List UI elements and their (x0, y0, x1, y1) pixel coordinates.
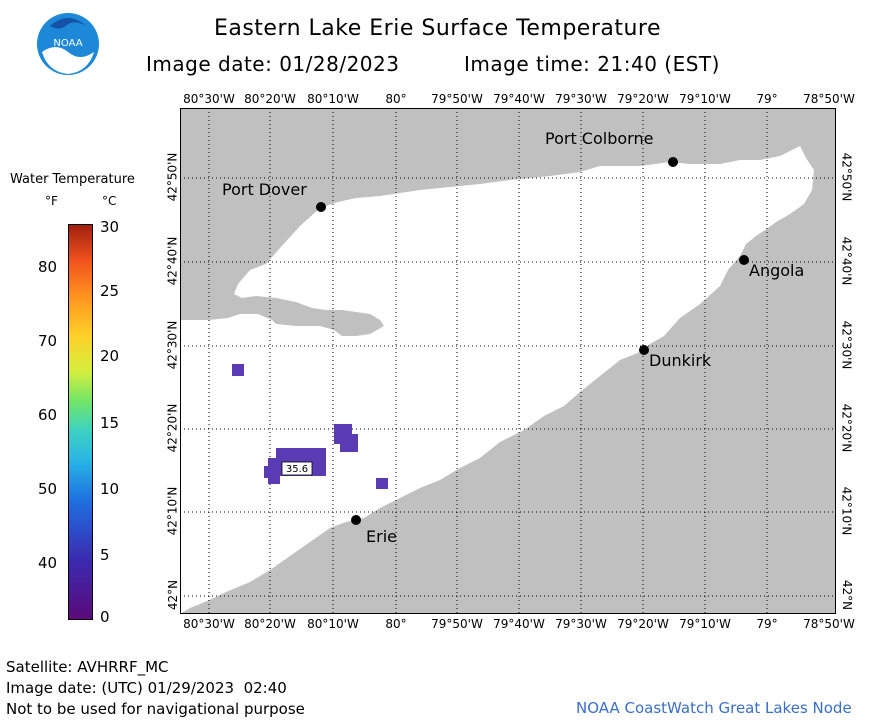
lake-water (180, 146, 814, 614)
legend-f-tick: 80 (38, 258, 58, 276)
lon-label: 80° (385, 92, 407, 106)
lat-label: 42°10'N (165, 486, 180, 536)
legend-f-tick: 40 (38, 554, 58, 572)
lon-label: 79°30'W (555, 92, 607, 106)
place-label-port-colborne: Port Colborne (545, 129, 654, 148)
place-markers (316, 157, 749, 525)
temperature-pixel (376, 478, 388, 489)
place-marker (351, 515, 361, 525)
temperature-pixel (264, 466, 272, 478)
lat-label: 42°30'N (165, 320, 180, 370)
lat-label: 42°30'N (839, 320, 854, 370)
lat-label: 42°N (840, 579, 855, 611)
lon-label: 80°10'W (307, 92, 359, 106)
legend-c-tick: 10 (100, 480, 120, 498)
legend-c-tick: 5 (100, 546, 110, 564)
lon-label: 79°10'W (679, 617, 731, 631)
temperature-pixel (340, 434, 358, 452)
place-label-dunkirk: Dunkirk (649, 351, 712, 370)
legend-c-tick: 25 (100, 282, 120, 300)
page-title: Eastern Lake Erie Surface Temperature (213, 16, 662, 41)
lon-label: 79° (756, 617, 778, 631)
legend-unit-c: °C (102, 194, 117, 208)
image-time: Image time: 21:40 (EST) (464, 52, 720, 76)
lat-label: 42°20'N (839, 403, 854, 453)
legend-c-tick: 30 (100, 218, 120, 236)
temperature-pixel (232, 364, 244, 376)
noaa-logo-text: NOAA (53, 38, 82, 49)
place-label-erie: Erie (366, 527, 397, 546)
lon-label: 79°20'W (617, 92, 669, 106)
lon-label: 79°30'W (555, 617, 607, 631)
lon-label: 80°20'W (244, 92, 296, 106)
lon-label: 80°30'W (183, 92, 235, 106)
lon-label: 79° (756, 92, 778, 106)
footer-node-link[interactable]: NOAA CoastWatch Great Lakes Node (576, 699, 852, 717)
map-border (180, 108, 836, 614)
lat-label: 42°50'N (165, 152, 180, 202)
legend-title: Water Temperature (10, 172, 135, 187)
lat-label: 42°40'N (165, 236, 180, 286)
lat-lon-grid (180, 108, 836, 614)
legend-f-tick: 60 (38, 406, 58, 424)
lon-label: 79°40'W (493, 617, 545, 631)
lon-label: 79°50'W (431, 92, 483, 106)
value-label: 35.6 (286, 464, 308, 475)
noaa-logo: NOAA (36, 12, 100, 76)
lon-label: 79°20'W (617, 617, 669, 631)
image-date: Image date: 01/28/2023 (146, 52, 400, 76)
place-marker (668, 157, 678, 167)
footer-utc-date: Image date: (UTC) 01/29/2023 02:40 (6, 679, 287, 697)
lat-label: 42°40'N (839, 236, 854, 286)
lon-label: 80° (385, 617, 407, 631)
lat-label: 42°50'N (839, 152, 854, 202)
noaa-logo-icon: NOAA (37, 13, 99, 75)
value-label-box (281, 461, 313, 476)
legend-f-tick: 70 (38, 332, 58, 350)
lat-label: 42°10'N (839, 486, 854, 536)
legend-c-tick: 20 (100, 347, 120, 365)
lon-label: 79°10'W (679, 92, 731, 106)
place-label-angola: Angola (749, 261, 805, 280)
place-label-port-dover: Port Dover (222, 180, 307, 199)
lon-label: 79°50'W (431, 617, 483, 631)
lon-label: 78°50'W (803, 617, 855, 631)
lon-label: 79°40'W (493, 92, 545, 106)
legend-unit-f: °F (45, 194, 58, 208)
lat-label: 42°20'N (165, 403, 180, 453)
footer-disclaimer: Not to be used for navigational purpose (6, 700, 305, 718)
place-marker (639, 345, 649, 355)
legend-f-tick: 50 (38, 480, 58, 498)
place-marker (316, 202, 326, 212)
place-marker (739, 255, 749, 265)
footer-satellite: Satellite: AVHRRF_MC (6, 658, 169, 676)
legend-c-tick: 0 (100, 608, 110, 626)
lake-erie-map: 35.6 (180, 108, 836, 614)
lon-label: 80°20'W (244, 617, 296, 631)
lat-label: 42°N (166, 579, 181, 611)
legend-c-tick: 15 (100, 414, 120, 432)
lon-label: 80°10'W (307, 617, 359, 631)
lon-label: 78°50'W (803, 92, 855, 106)
lon-label: 80°30'W (183, 617, 235, 631)
color-scale-bar (68, 224, 93, 620)
